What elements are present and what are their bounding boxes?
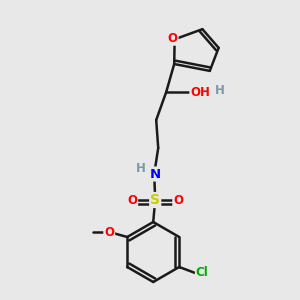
Text: OH: OH bbox=[190, 85, 210, 98]
Text: O: O bbox=[104, 226, 114, 238]
Text: N: N bbox=[150, 167, 161, 181]
Text: H: H bbox=[215, 83, 225, 97]
Text: O: O bbox=[168, 32, 178, 45]
Text: Cl: Cl bbox=[196, 266, 208, 280]
Text: O: O bbox=[127, 194, 137, 206]
Text: O: O bbox=[173, 194, 183, 206]
Text: S: S bbox=[150, 193, 160, 207]
Text: H: H bbox=[136, 163, 146, 176]
